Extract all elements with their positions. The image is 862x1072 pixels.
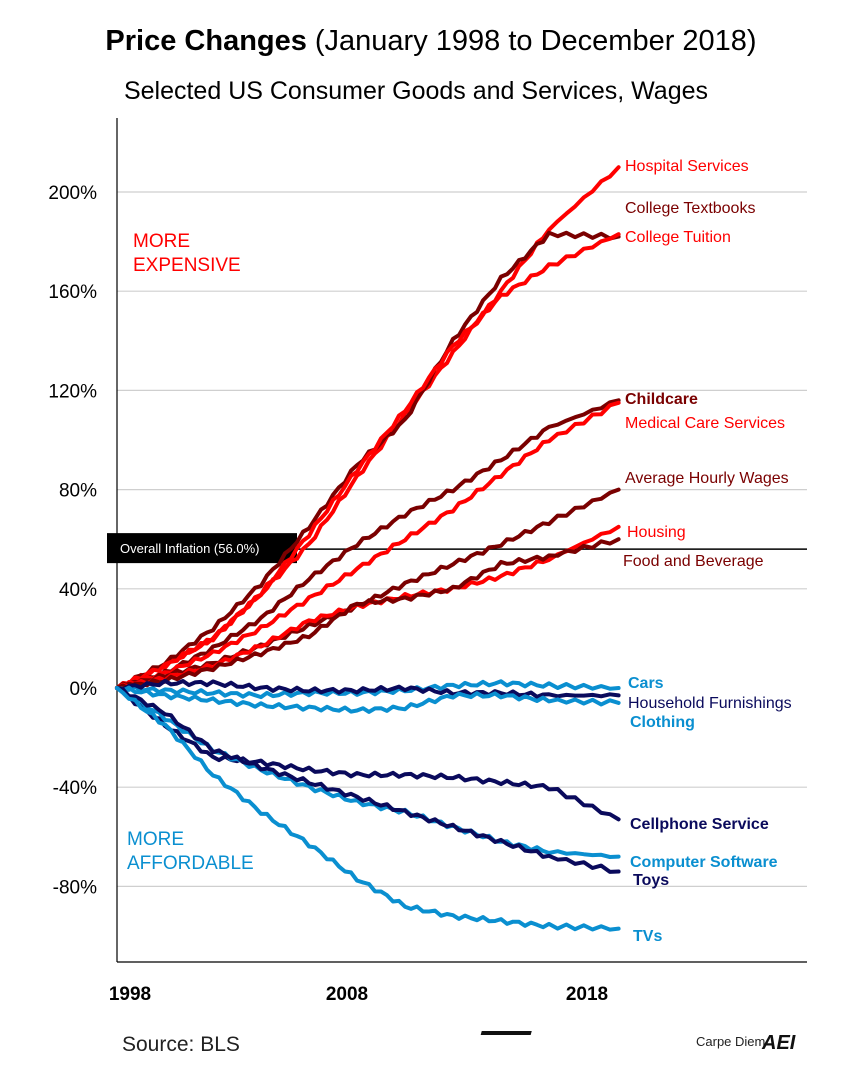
series-label: Computer Software	[630, 854, 778, 871]
series-line-household-furnishings	[115, 678, 621, 699]
series-line-tvs	[115, 686, 621, 932]
series-line-food-and-beverage	[115, 537, 621, 691]
brand-name: Carpe Diem	[696, 1034, 765, 1049]
aei-logo: AEI	[480, 1031, 796, 1054]
series-label: Childcare	[625, 391, 698, 408]
series-line-medical-care-services	[115, 400, 621, 690]
y-tick-label: -80%	[53, 877, 97, 898]
series-label: Housing	[627, 524, 686, 541]
svg-text:AEI: AEI	[761, 1032, 796, 1054]
source-note: Source: BLS	[122, 1033, 240, 1056]
overall-inflation-box	[107, 533, 297, 564]
series-label: Household Furnishings	[628, 695, 792, 712]
overall-inflation-label: Overall Inflation (56.0%)	[120, 541, 259, 556]
y-tick-label: 40%	[59, 580, 97, 601]
series-label: Cars	[628, 675, 664, 692]
series-line-childcare	[115, 398, 621, 691]
series-line-college-textbooks	[115, 230, 621, 690]
series-label: Toys	[633, 872, 669, 889]
x-tick-label: 1998	[109, 984, 151, 1005]
series-line-toys	[115, 686, 621, 874]
chart-subtitle: Selected US Consumer Goods and Services,…	[124, 77, 708, 105]
y-tick-label: -40%	[53, 778, 97, 799]
series-label: Hospital Services	[625, 158, 749, 175]
chart-title: Price Changes (January 1998 to December 2…	[105, 25, 756, 57]
y-tick-label: 80%	[59, 481, 97, 502]
x-tick-label: 2008	[326, 984, 368, 1005]
series-label: Medical Care Services	[625, 415, 785, 432]
series-line-cellphone-service	[115, 686, 621, 822]
y-tick-label: 160%	[48, 282, 97, 303]
series-line-college-tuition	[115, 232, 621, 690]
series-label: College Tuition	[625, 229, 731, 246]
annotation-more-expensive: MORE EXPENSIVE	[133, 231, 241, 276]
y-tick-label: 120%	[48, 381, 97, 402]
series-label: Average Hourly Wages	[625, 470, 789, 487]
series-line-cars	[115, 679, 621, 700]
series-label: Cellphone Service	[630, 816, 769, 833]
series-line-clothing	[115, 685, 621, 714]
series-label: Clothing	[630, 714, 695, 731]
x-tick-label: 2018	[566, 984, 608, 1005]
annotation-more-affordable: MORE AFFORDABLE	[127, 829, 254, 874]
y-tick-label: 0%	[70, 679, 98, 700]
series-label: College Textbooks	[625, 200, 755, 217]
y-tick-label: 200%	[48, 183, 97, 204]
series-label: TVs	[633, 928, 662, 945]
series-label: Food and Beverage	[623, 553, 764, 570]
